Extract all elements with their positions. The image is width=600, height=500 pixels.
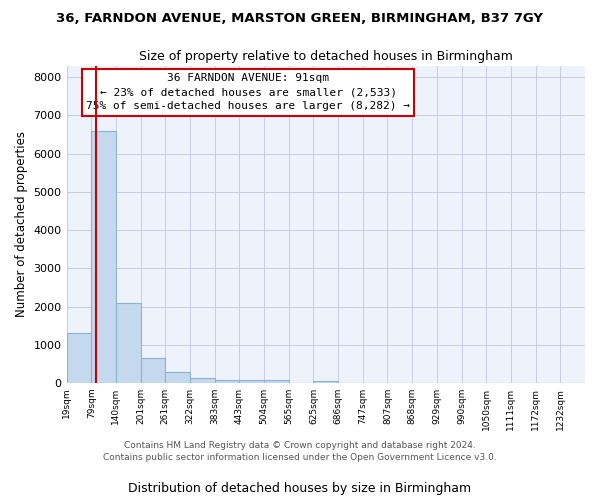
Text: Contains HM Land Registry data © Crown copyright and database right 2024.
Contai: Contains HM Land Registry data © Crown c…	[103, 441, 497, 462]
Bar	[165, 372, 190, 383]
Bar	[140, 358, 165, 383]
Bar	[67, 334, 91, 383]
Bar	[239, 380, 264, 383]
Title: Size of property relative to detached houses in Birmingham: Size of property relative to detached ho…	[139, 50, 513, 63]
Bar	[91, 130, 116, 383]
Y-axis label: Number of detached properties: Number of detached properties	[15, 132, 28, 318]
Bar	[313, 380, 338, 383]
Text: Distribution of detached houses by size in Birmingham: Distribution of detached houses by size …	[128, 482, 472, 495]
Bar	[116, 302, 140, 383]
Bar	[264, 380, 289, 383]
Bar	[190, 378, 215, 383]
Bar	[215, 380, 239, 383]
Text: 36, FARNDON AVENUE, MARSTON GREEN, BIRMINGHAM, B37 7GY: 36, FARNDON AVENUE, MARSTON GREEN, BIRMI…	[56, 12, 544, 26]
Text: 36 FARNDON AVENUE: 91sqm
← 23% of detached houses are smaller (2,533)
75% of sem: 36 FARNDON AVENUE: 91sqm ← 23% of detach…	[86, 74, 410, 112]
